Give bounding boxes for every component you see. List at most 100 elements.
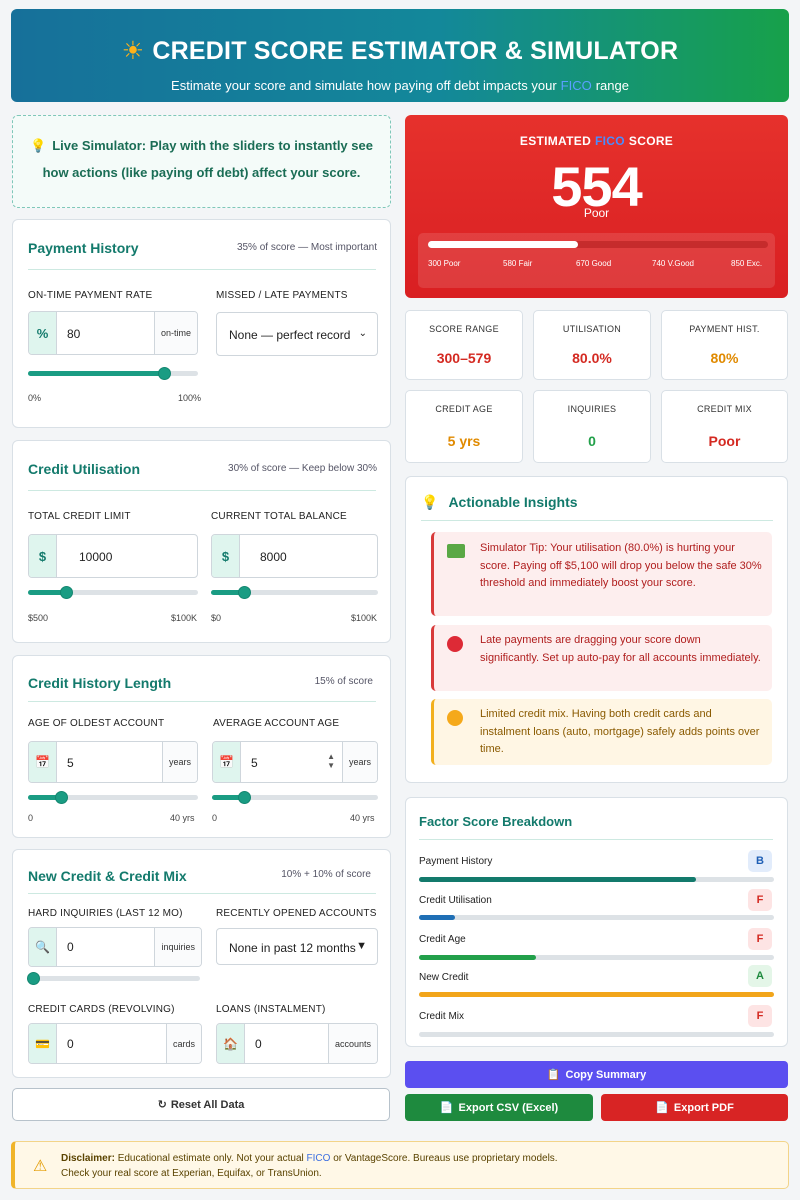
insight-late-payments: Late payments are dragging your score do… <box>431 625 772 691</box>
slider-thumb[interactable] <box>238 791 252 804</box>
slider-thumb[interactable] <box>55 791 69 804</box>
hard-inquiries-input[interactable]: 🔍 0 inquiries <box>28 927 202 967</box>
score-range-bar: 300 Poor 580 Fair 670 Good 740 V.Good 85… <box>418 233 775 288</box>
clipboard-icon: 📋 <box>546 1069 561 1081</box>
field-label: MISSED / LATE PAYMENTS <box>216 290 348 301</box>
section-title: New Credit & Credit Mix <box>28 868 187 884</box>
grade-badge: F <box>748 928 772 950</box>
section-note: 35% of score — Most important <box>236 242 377 253</box>
stat-payment-history: PAYMENT HIST. 80% <box>661 310 788 380</box>
refresh-icon: ↻ <box>157 1099 167 1111</box>
tick-label: 580 Fair <box>503 259 533 268</box>
score-label: ESTIMATED FICO SCORE <box>519 134 674 148</box>
factor-breakdown-panel: Factor Score Breakdown Payment History B… <box>405 797 788 1047</box>
tick-label: 300 Poor <box>428 259 461 268</box>
oldest-account-slider[interactable] <box>28 791 198 804</box>
chevron-down-icon: ⌄ <box>358 328 367 339</box>
average-account-age-input[interactable]: 📅 5 ▲ ▼ years <box>212 741 378 783</box>
calendar-icon: 📅 <box>213 742 241 782</box>
tick-label: 670 Good <box>576 259 612 268</box>
factor-bar-fill <box>419 955 537 960</box>
page-title: ☀ CREDIT SCORE ESTIMATOR & SIMULATOR <box>121 37 679 65</box>
credit-utilisation-section: Credit Utilisation 30% of score — Keep b… <box>12 440 391 643</box>
current-balance-slider[interactable] <box>211 586 378 599</box>
app-header: ☀ CREDIT SCORE ESTIMATOR & SIMULATOR Esti… <box>11 9 789 102</box>
grade-badge: A <box>748 965 772 987</box>
caret-down-icon: ▼ <box>356 940 367 952</box>
credit-limit-input[interactable]: $ 10000 <box>28 534 198 578</box>
payment-history-section: Payment History 35% of score — Most impo… <box>12 219 391 428</box>
dollar-prefix: $ <box>29 535 57 577</box>
export-pdf-button[interactable]: 📄 Export PDF <box>601 1094 788 1121</box>
field-label: TOTAL CREDIT LIMIT <box>28 511 131 522</box>
warning-icon: ⚠ <box>33 1158 48 1175</box>
stat-inquiries: INQUIRIES 0 <box>533 390 651 463</box>
score-progress-fill <box>428 241 578 248</box>
factor-bar-fill <box>419 992 774 997</box>
lightbulb-icon: 💡 <box>421 494 439 510</box>
spinner-arrows-icon[interactable]: ▲ ▼ <box>327 752 335 770</box>
tick-label: 740 V.Good <box>652 259 694 268</box>
tick-label: 850 Exc. <box>731 259 763 268</box>
stat-score-range: SCORE RANGE 300–579 <box>405 310 523 380</box>
dollar-prefix: $ <box>212 535 240 577</box>
document-icon: 📄 <box>655 1102 669 1114</box>
grade-badge: B <box>748 850 772 872</box>
slider-thumb[interactable] <box>27 972 40 985</box>
breakdown-title: Factor Score Breakdown <box>419 814 573 829</box>
lightbulb-icon: 💡 <box>30 138 47 153</box>
house-icon: 🏠 <box>217 1024 245 1063</box>
credit-limit-slider[interactable] <box>28 586 198 599</box>
sun-icon: ☀ <box>121 37 145 65</box>
export-csv-button[interactable]: 📄 Export CSV (Excel) <box>405 1094 593 1121</box>
copy-summary-button[interactable]: 📋 Copy Summary <box>405 1061 788 1088</box>
field-label: AVERAGE ACCOUNT AGE <box>213 718 340 729</box>
insights-title: 💡 Actionable Insights <box>421 494 578 510</box>
missed-payments-select[interactable]: None — perfect record ⌄ <box>216 312 378 356</box>
stat-utilisation: UTILISATION 80.0% <box>533 310 651 380</box>
credit-history-section: Credit History Length 15% of score AGE O… <box>12 655 391 838</box>
score-rating: Poor <box>583 206 610 220</box>
section-note: 15% of score <box>314 676 373 687</box>
section-note: 30% of score — Keep below 30% <box>228 463 377 474</box>
average-account-slider[interactable] <box>212 791 378 804</box>
grade-badge: F <box>748 1005 772 1027</box>
credit-cards-input[interactable]: 💳 0 cards <box>28 1023 202 1064</box>
field-label: RECENTLY OPENED ACCOUNTS <box>216 908 377 919</box>
slider-thumb[interactable] <box>60 586 74 599</box>
field-label: LOANS (INSTALMENT) <box>216 1004 326 1015</box>
on-time-rate-slider[interactable] <box>28 367 198 380</box>
slider-thumb[interactable] <box>238 586 252 599</box>
orange-circle-icon <box>447 710 463 726</box>
insight-credit-mix: Limited credit mix. Having both credit c… <box>431 699 772 765</box>
field-label: HARD INQUIRIES (LAST 12 MO) <box>28 908 183 919</box>
section-title: Credit Utilisation <box>28 461 141 477</box>
current-balance-input[interactable]: $ 8000 <box>211 534 378 578</box>
money-icon <box>447 544 465 558</box>
live-simulator-tip: 💡 Live Simulator: Play with the sliders t… <box>12 115 391 208</box>
actionable-insights-panel: 💡 Actionable Insights Simulator Tip: Your… <box>405 476 788 783</box>
estimated-score-card: ESTIMATED FICO SCORE 554 Poor 300 Poor 580… <box>405 115 788 298</box>
oldest-account-age-input[interactable]: 📅 5 years <box>28 741 198 783</box>
section-note: 10% + 10% of score <box>281 869 371 880</box>
disclaimer-banner: ⚠ Disclaimer: Educational estimate only.… <box>11 1141 789 1189</box>
hard-inquiries-slider[interactable] <box>27 972 200 985</box>
page-subtitle: Estimate your score and simulate how pay… <box>171 78 629 93</box>
loans-input[interactable]: 🏠 0 accounts <box>216 1023 378 1064</box>
field-label: ON-TIME PAYMENT RATE <box>28 290 153 301</box>
search-icon: 🔍 <box>29 928 57 966</box>
credit-card-icon: 💳 <box>29 1024 57 1063</box>
stat-credit-mix: CREDIT MIX Poor <box>661 390 788 463</box>
section-title: Payment History <box>28 240 139 256</box>
slider-thumb[interactable] <box>158 367 171 380</box>
on-time-rate-input[interactable]: % 80 on-time <box>28 311 198 355</box>
document-icon: 📄 <box>439 1102 454 1114</box>
red-circle-icon <box>447 636 463 652</box>
calendar-icon: 📅 <box>29 742 57 782</box>
factor-bar-fill <box>419 915 455 920</box>
reset-all-button[interactable]: ↻ Reset All Data <box>12 1088 390 1121</box>
field-label: AGE OF OLDEST ACCOUNT <box>28 718 165 729</box>
new-credit-mix-section: New Credit & Credit Mix 10% + 10% of sco… <box>12 849 391 1078</box>
recently-opened-select[interactable]: None in past 12 months ▼ <box>216 928 378 965</box>
insight-utilisation: Simulator Tip: Your utilisation (80.0%) … <box>431 532 772 616</box>
